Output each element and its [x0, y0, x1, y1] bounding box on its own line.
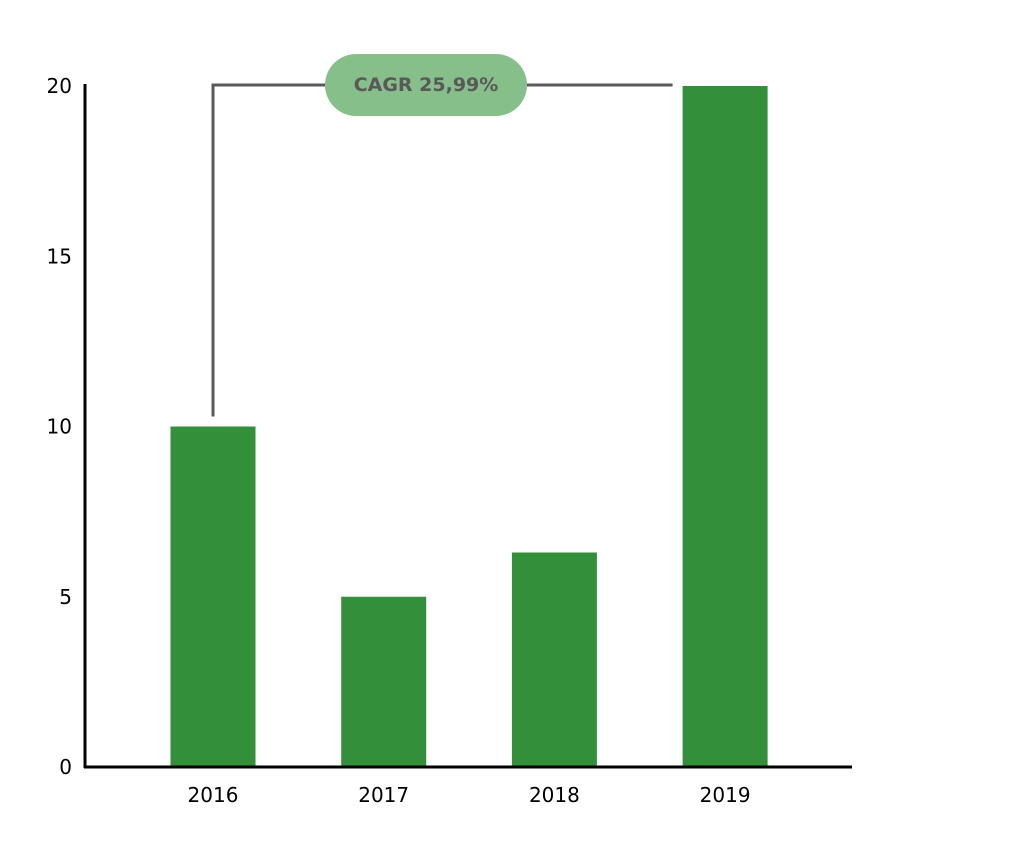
bar-2016	[170, 426, 256, 767]
bar-2019	[682, 86, 768, 767]
x-tick-label: 2019	[700, 783, 751, 807]
y-tick-label: 10	[47, 415, 72, 439]
cagr-annotation: CAGR 25,99%	[211, 54, 673, 417]
x-tick-label: 2017	[358, 783, 409, 807]
cagr-pill	[325, 54, 527, 116]
y-tick-label: 20	[47, 74, 72, 98]
cagr-label: CAGR 25,99%	[354, 74, 499, 96]
y-tick-label: 0	[59, 755, 72, 779]
x-tick-label: 2018	[529, 783, 580, 807]
x-tick-label: 2016	[188, 783, 239, 807]
bar-2017	[341, 596, 427, 767]
cagr-bracket-left	[211, 83, 325, 417]
y-tick-label: 5	[59, 585, 72, 609]
bar-2018	[511, 552, 597, 767]
y-tick-label: 15	[47, 244, 72, 268]
